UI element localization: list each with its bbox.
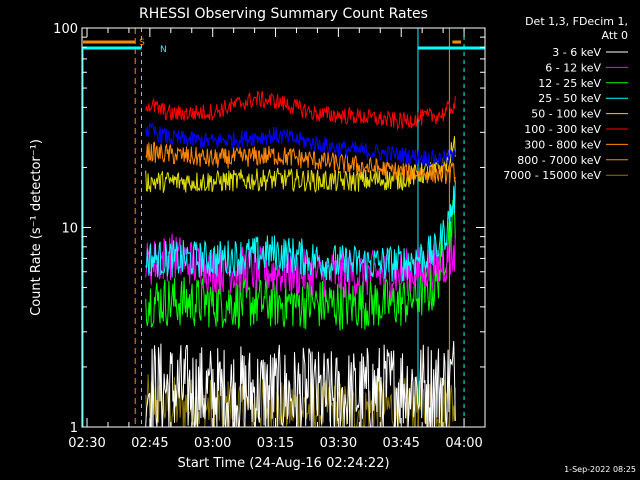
x-tick-label: 03:45	[382, 436, 419, 451]
series-line-25-50-kev	[145, 180, 456, 283]
x-tick-label: 03:15	[257, 436, 294, 451]
series-line-12-25-kev	[145, 199, 456, 331]
legend-header-detectors: Det 1,3, FDecim 1,	[525, 15, 628, 28]
series-line-unlabeled	[145, 122, 456, 168]
series-line-3-6-kev	[145, 340, 456, 428]
legend-label: 800 - 7000 keV	[517, 154, 601, 167]
footer-timestamp: 1-Sep-2022 08:25	[564, 465, 636, 474]
legend-label: 7000 - 15000 keV	[503, 169, 601, 182]
series-line-300-800-kev	[145, 141, 456, 185]
legend-label: 25 - 50 keV	[538, 92, 601, 105]
legend-label: 50 - 100 keV	[531, 108, 601, 121]
legend-label: 100 - 300 keV	[524, 123, 601, 136]
x-tick-label: 03:00	[194, 436, 231, 451]
legend-header-attenuator: Att 0	[602, 29, 628, 42]
legend-label: 300 - 800 keV	[524, 138, 601, 151]
series-line-100-300-kev	[145, 90, 456, 131]
y-tick-label: 1	[70, 421, 78, 436]
legend-label: 3 - 6 keV	[552, 46, 601, 59]
x-tick-label: 02:45	[131, 436, 168, 451]
x-axis-title: Start Time (24-Aug-16 02:24:22)	[177, 456, 389, 471]
legend-label: 12 - 25 keV	[538, 77, 601, 90]
y-tick-label: 10	[61, 222, 78, 237]
y-axis-title: Count Rate (s⁻¹ detector⁻¹)	[29, 139, 44, 316]
y-tick-label: 100	[53, 22, 78, 37]
saa-label: S	[139, 38, 145, 48]
legend-label: 6 - 12 keV	[545, 61, 601, 74]
x-tick-label: 04:00	[445, 436, 482, 451]
night-label: N	[160, 45, 167, 55]
x-tick-label: 02:30	[68, 436, 105, 451]
x-tick-label: 03:30	[320, 436, 357, 451]
chart-title: RHESSI Observing Summary Count Rates	[139, 6, 428, 22]
